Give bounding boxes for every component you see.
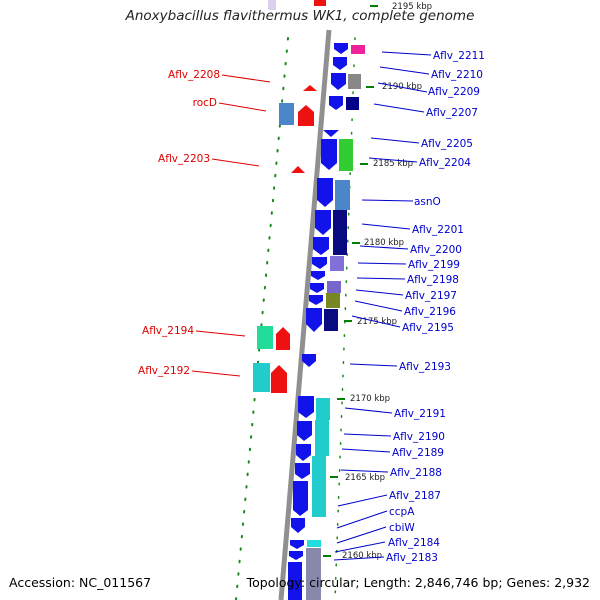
gene-arrow xyxy=(290,540,304,549)
gene-label: Aflv_2208 xyxy=(168,69,220,81)
gene-segment xyxy=(335,180,350,210)
gene-arrow xyxy=(312,257,327,269)
gene-label: Aflv_2192 xyxy=(138,365,190,377)
gene-arrow xyxy=(321,139,337,170)
gene-arrow xyxy=(295,463,310,479)
gene-arrow xyxy=(310,283,324,293)
cog-boxes xyxy=(306,45,365,600)
right-labels: Aflv_2211 Aflv_2210 Aflv_2209 Aflv_2207 … xyxy=(386,50,485,564)
gene-arrow xyxy=(297,421,312,441)
gene-arrow xyxy=(291,518,305,533)
gene-segment xyxy=(253,363,270,392)
gene-segment xyxy=(348,74,361,89)
gene-label: rocD xyxy=(193,97,217,109)
left-leaders xyxy=(191,74,271,377)
genome-backbone xyxy=(278,29,332,600)
gene-arrow xyxy=(289,551,303,560)
gene-segment xyxy=(312,456,326,517)
gene-segment xyxy=(339,139,353,171)
gene-segment xyxy=(330,256,344,271)
gene-label: Aflv_2201 xyxy=(412,224,464,236)
kbp-label: 2160 kbp xyxy=(342,551,382,561)
gene-label: Aflv_2194 xyxy=(142,325,194,337)
gene-arrow xyxy=(311,271,325,280)
gene-segment xyxy=(351,45,365,54)
kbp-label: 2180 kbp xyxy=(364,238,404,248)
gene-label: Aflv_2209 xyxy=(428,86,480,98)
gene-label: Aflv_2210 xyxy=(431,69,483,81)
gene-label: Aflv_2205 xyxy=(421,138,473,150)
gene-arrow xyxy=(333,57,347,70)
topology-info: Topology: circular; Length: 2,846,746 bp… xyxy=(246,575,590,590)
forward-genes xyxy=(288,43,348,600)
gene-label: asnO xyxy=(414,196,441,208)
gene-label: Aflv_2190 xyxy=(393,431,445,443)
gene-arrow xyxy=(302,354,316,367)
gene-segment xyxy=(279,103,294,125)
gene-label: Aflv_2188 xyxy=(390,467,442,479)
gene-label: Aflv_2199 xyxy=(408,259,460,271)
gene-segment xyxy=(324,309,338,331)
gene-label: Aflv_2196 xyxy=(404,306,456,318)
gene-label: Aflv_2189 xyxy=(392,447,444,459)
gene-label: Aflv_2184 xyxy=(388,537,440,549)
gene-label: Aflv_2191 xyxy=(394,408,446,420)
gene-segment xyxy=(327,281,341,293)
gene-segment xyxy=(306,548,321,600)
gene-label: cbiW xyxy=(389,522,415,534)
gene-arrow xyxy=(276,327,290,350)
gene-segment xyxy=(257,326,273,349)
gene-arrow xyxy=(317,178,333,207)
gene-segment xyxy=(307,540,321,547)
gene-label: Aflv_2197 xyxy=(405,290,457,302)
gene-segment xyxy=(346,97,359,110)
map-title: Anoxybacillus flavithermus WK1, complete… xyxy=(125,8,475,24)
kbp-label: 2195 kbp xyxy=(392,2,432,12)
gene-arrow xyxy=(329,96,343,110)
gene-arrow xyxy=(331,73,346,90)
gene-arrow xyxy=(306,308,322,332)
gene-arrow xyxy=(296,444,311,461)
gene-label: Aflv_2200 xyxy=(410,244,462,256)
gene-label: Aflv_2187 xyxy=(389,490,441,502)
gene-arrow xyxy=(298,105,314,126)
gene-segment xyxy=(315,420,329,456)
gene-label: Aflv_2195 xyxy=(402,322,454,334)
gene-arrow xyxy=(313,237,329,255)
kbp-ticks xyxy=(323,5,378,557)
gene-label: Aflv_2207 xyxy=(426,107,478,119)
gene-segment xyxy=(333,210,347,255)
gene-segment xyxy=(326,293,340,308)
gene-label: Aflv_2198 xyxy=(407,274,459,286)
gene-label: Aflv_2204 xyxy=(419,157,471,169)
gene-arrow xyxy=(334,43,348,54)
gene-segment xyxy=(316,398,330,420)
kbp-label: 2165 kbp xyxy=(345,473,385,483)
kbp-label: 2185 kbp xyxy=(373,159,413,169)
gene-segment xyxy=(288,562,302,600)
gene-arrow xyxy=(291,166,305,173)
gene-arrow xyxy=(271,365,287,393)
gene-label: Aflv_2203 xyxy=(158,153,210,165)
gene-segment xyxy=(314,0,326,6)
gene-arrow xyxy=(315,210,331,235)
gene-label: ccpA xyxy=(389,506,415,518)
gene-arrow xyxy=(323,130,339,137)
gene-arrow xyxy=(298,396,314,418)
right-leaders xyxy=(333,51,432,561)
reverse-genes xyxy=(253,85,317,393)
gene-arrow xyxy=(303,85,317,91)
left-labels: Aflv_2208 rocD Aflv_2203 Aflv_2194 Aflv_… xyxy=(138,69,220,377)
gene-label: Aflv_2183 xyxy=(386,552,438,564)
kbp-label: 2170 kbp xyxy=(350,394,390,404)
gene-label: Aflv_2211 xyxy=(433,50,485,62)
gene-segment xyxy=(268,0,276,10)
gene-label: Aflv_2193 xyxy=(399,361,451,373)
gene-arrow xyxy=(293,481,308,516)
gene-arrow xyxy=(309,295,323,305)
accession-info: Accession: NC_011567 xyxy=(9,575,152,590)
